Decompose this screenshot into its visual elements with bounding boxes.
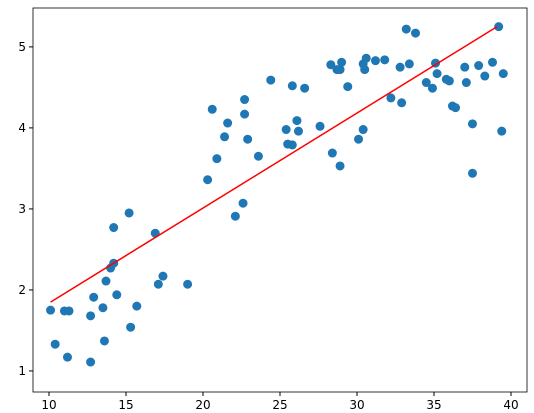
point: [335, 65, 345, 75]
point: [220, 132, 230, 142]
point: [358, 125, 368, 135]
point: [62, 352, 72, 362]
point: [287, 81, 297, 91]
point: [488, 57, 498, 67]
x-tick-label: 20: [195, 398, 210, 412]
point: [494, 22, 504, 32]
point: [266, 75, 276, 85]
point: [109, 223, 119, 233]
point: [326, 60, 336, 70]
point: [287, 140, 297, 150]
y-tick-label: 3: [18, 202, 26, 216]
point: [380, 55, 390, 65]
x-tick-label: 40: [503, 398, 518, 412]
point: [50, 339, 60, 349]
point: [361, 53, 371, 63]
point: [474, 61, 484, 71]
y-tick-label: 5: [18, 40, 26, 54]
point: [64, 306, 74, 316]
point: [432, 69, 442, 79]
point: [327, 148, 337, 158]
point: [404, 59, 414, 69]
point: [395, 62, 405, 72]
point: [427, 83, 437, 93]
y-tick-label: 1: [18, 364, 26, 378]
point: [497, 126, 507, 136]
x-tick-label: 10: [41, 398, 56, 412]
point: [99, 336, 109, 346]
point: [480, 71, 490, 81]
point: [153, 279, 163, 289]
point: [86, 357, 96, 367]
plot-frame: [32, 7, 528, 393]
point: [467, 168, 477, 178]
point: [498, 69, 508, 79]
point: [354, 134, 364, 144]
point: [124, 208, 134, 218]
point: [230, 211, 240, 221]
point: [335, 161, 345, 171]
point: [451, 103, 461, 113]
point: [158, 271, 168, 281]
point: [293, 126, 303, 136]
point: [300, 83, 310, 93]
point: [86, 311, 96, 321]
point: [240, 109, 250, 119]
point: [315, 121, 325, 131]
point: [401, 24, 411, 34]
point: [386, 93, 396, 103]
point: [203, 175, 213, 185]
x-tick-label: 15: [118, 398, 133, 412]
point: [89, 292, 99, 302]
point: [98, 303, 108, 313]
point: [360, 65, 370, 75]
point: [337, 57, 347, 67]
point: [397, 98, 407, 108]
point: [281, 125, 291, 135]
point: [370, 56, 380, 66]
x-tick-label: 25: [272, 398, 287, 412]
point: [207, 104, 217, 114]
x-tick-label: 30: [349, 398, 364, 412]
point: [411, 28, 421, 38]
y-tick-label: 4: [18, 121, 26, 135]
fit-line: [50, 25, 498, 303]
point: [101, 276, 111, 286]
point: [126, 322, 136, 332]
point: [343, 82, 353, 92]
point: [223, 118, 233, 128]
point: [421, 78, 431, 88]
point: [460, 62, 470, 72]
point: [112, 290, 122, 300]
x-tick-label: 35: [426, 398, 441, 412]
point: [132, 301, 142, 311]
point: [238, 198, 248, 208]
point: [467, 119, 477, 129]
point: [253, 151, 263, 161]
point: [444, 76, 454, 86]
point: [212, 154, 222, 164]
point: [243, 134, 253, 144]
point: [46, 305, 56, 315]
point: [461, 78, 471, 88]
point: [183, 279, 193, 289]
y-tick-label: 2: [18, 283, 26, 297]
point: [292, 116, 302, 126]
point: [240, 95, 250, 105]
